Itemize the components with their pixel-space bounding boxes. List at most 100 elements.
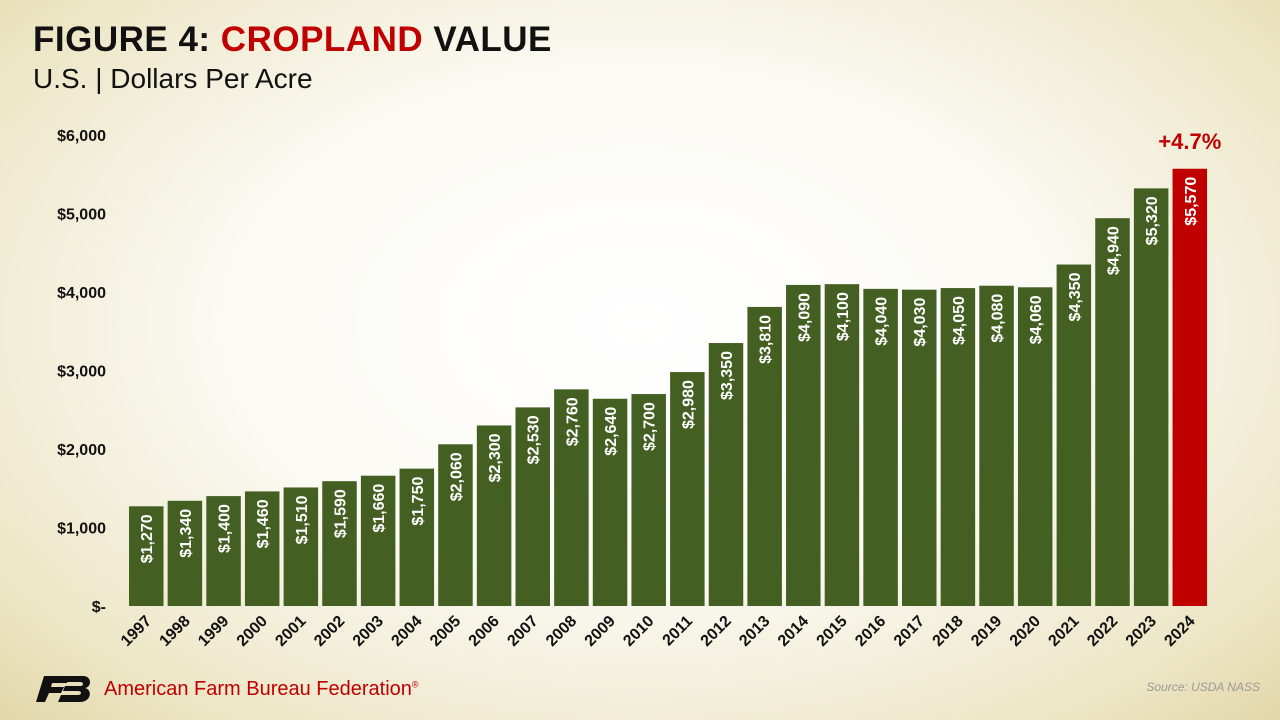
data-label: $3,350 <box>719 351 736 400</box>
x-tick-label: 2009 <box>582 613 619 650</box>
bar <box>631 394 666 606</box>
x-tick-label: 2005 <box>427 613 464 650</box>
data-label: $5,320 <box>1144 196 1161 245</box>
data-label: $5,570 <box>1183 177 1200 226</box>
bar <box>244 491 280 606</box>
data-label: $2,530 <box>526 415 543 464</box>
data-label: $4,030 <box>912 298 929 347</box>
bar <box>1133 188 1169 606</box>
bar <box>786 284 821 606</box>
footer-branding: American Farm Bureau Federation® <box>36 674 419 704</box>
bar <box>824 284 860 606</box>
data-label: $1,270 <box>139 514 156 563</box>
org-name: American Farm Bureau Federation® <box>104 678 419 701</box>
data-label: $2,300 <box>487 433 504 482</box>
org-name-text: American Farm Bureau Federation <box>104 677 412 700</box>
data-label: $2,700 <box>642 402 659 451</box>
data-label: $1,460 <box>255 499 272 548</box>
x-tick-label: 2008 <box>543 613 580 650</box>
bar <box>399 468 435 606</box>
data-label: $4,060 <box>1028 295 1045 344</box>
title-suffix: VALUE <box>423 20 552 59</box>
bar <box>1017 287 1053 606</box>
x-tick-label: 2007 <box>504 613 541 650</box>
data-label: $4,080 <box>990 294 1007 343</box>
x-tick-label: 2006 <box>466 613 503 650</box>
x-tick-label: 2018 <box>930 613 967 650</box>
x-tick-label: 2021 <box>1045 613 1082 650</box>
x-tick-label: 2001 <box>272 613 309 650</box>
bar <box>592 398 628 606</box>
data-label: $1,590 <box>333 489 350 538</box>
data-label: $4,090 <box>796 293 813 342</box>
bar <box>360 475 396 606</box>
title-prefix: FIGURE 4: <box>33 20 221 59</box>
bar <box>515 407 550 606</box>
bar <box>322 481 357 606</box>
bar <box>902 289 937 606</box>
data-label: $4,350 <box>1067 272 1084 321</box>
data-label: $1,510 <box>294 495 311 544</box>
data-label: $1,340 <box>178 509 195 558</box>
x-tick-label: 1999 <box>195 613 232 650</box>
data-label: $2,760 <box>564 397 581 446</box>
data-label: $4,940 <box>1106 226 1123 275</box>
x-tick-label: 2016 <box>852 613 889 650</box>
bar <box>476 425 512 606</box>
data-label: $3,810 <box>758 315 775 364</box>
bar <box>129 506 164 606</box>
x-tick-label: 2004 <box>388 613 425 650</box>
bar <box>670 372 705 606</box>
change-annotation: +4.7% <box>1158 129 1221 154</box>
data-label: $4,100 <box>835 292 852 341</box>
afbf-fb-logo-icon <box>36 676 91 702</box>
x-tick-label: 2022 <box>1084 613 1121 650</box>
data-label: $2,640 <box>603 407 620 456</box>
x-tick-label: 1997 <box>118 613 155 650</box>
registered-mark: ® <box>411 678 419 689</box>
x-tick-label: 2024 <box>1161 613 1198 650</box>
bar <box>979 285 1014 606</box>
x-tick-label: 2012 <box>698 613 735 650</box>
y-tick-label: $1,000 <box>57 521 106 538</box>
bar <box>708 343 744 606</box>
y-tick-label: $6,000 <box>57 128 106 145</box>
y-tick-label: $- <box>92 599 106 616</box>
x-tick-label: 2013 <box>736 613 773 650</box>
bar <box>283 487 319 606</box>
x-tick-label: 2011 <box>660 613 697 650</box>
bar <box>554 389 589 606</box>
title-highlight: CROPLAND <box>220 20 424 59</box>
bar <box>167 500 203 606</box>
x-tick-label: 2015 <box>814 613 851 650</box>
bar <box>1095 218 1130 606</box>
y-tick-label: $3,000 <box>57 364 106 381</box>
x-tick-label: 1998 <box>157 613 194 650</box>
x-tick-label: 2017 <box>891 613 928 650</box>
bar <box>747 306 782 606</box>
x-tick-label: 2000 <box>234 613 271 650</box>
chart-title: FIGURE 4: CROPLAND VALUE <box>33 20 552 60</box>
data-label: $2,980 <box>680 380 697 429</box>
data-label: $4,040 <box>874 297 891 346</box>
chart-subtitle: U.S. | Dollars Per Acre <box>33 63 313 94</box>
data-label: $4,050 <box>951 296 968 345</box>
source-note: Source: USDA NASS <box>1146 680 1260 694</box>
x-tick-label: 2010 <box>620 613 657 650</box>
bar <box>438 444 473 606</box>
y-tick-label: $2,000 <box>57 442 106 459</box>
x-tick-label: 2002 <box>311 613 348 650</box>
bar <box>940 288 976 606</box>
data-label: $2,060 <box>448 452 465 501</box>
x-tick-label: 2019 <box>968 613 1005 650</box>
data-label: $1,400 <box>217 504 234 553</box>
data-label: $1,750 <box>410 477 427 526</box>
x-tick-label: 2003 <box>350 613 387 650</box>
bar <box>206 496 241 606</box>
x-tick-label: 2023 <box>1123 613 1160 650</box>
bar-highlight <box>1172 168 1208 606</box>
bar <box>1056 264 1092 606</box>
y-tick-label: $4,000 <box>57 285 106 302</box>
x-tick-label: 2020 <box>1007 613 1044 650</box>
x-tick-label: 2014 <box>775 613 812 650</box>
